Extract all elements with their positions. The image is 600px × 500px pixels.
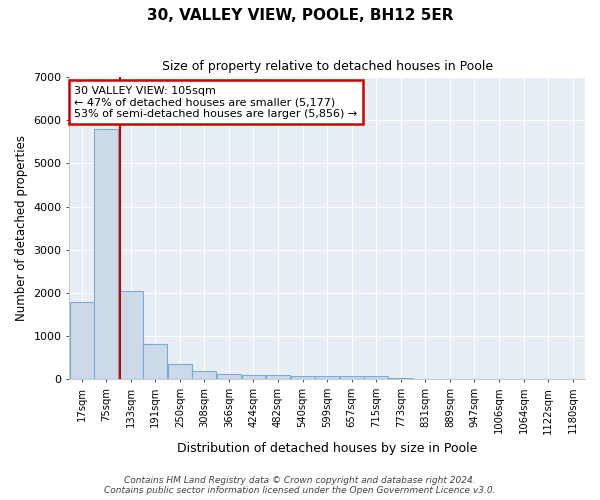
Bar xyxy=(70,302,94,380)
X-axis label: Distribution of detached houses by size in Poole: Distribution of detached houses by size … xyxy=(177,442,478,455)
Bar xyxy=(168,364,192,380)
Bar xyxy=(266,376,290,380)
Bar xyxy=(413,378,437,380)
Bar xyxy=(193,372,216,380)
Title: Size of property relative to detached houses in Poole: Size of property relative to detached ho… xyxy=(161,60,493,73)
Bar xyxy=(94,129,118,380)
Bar xyxy=(364,376,388,380)
Bar xyxy=(389,378,413,380)
Bar xyxy=(315,376,339,380)
Bar xyxy=(217,374,241,380)
Y-axis label: Number of detached properties: Number of detached properties xyxy=(15,135,28,321)
Bar xyxy=(290,376,314,380)
Bar xyxy=(143,344,167,380)
Bar xyxy=(119,290,143,380)
Text: 30 VALLEY VIEW: 105sqm
← 47% of detached houses are smaller (5,177)
53% of semi-: 30 VALLEY VIEW: 105sqm ← 47% of detached… xyxy=(74,86,358,119)
Text: 30, VALLEY VIEW, POOLE, BH12 5ER: 30, VALLEY VIEW, POOLE, BH12 5ER xyxy=(147,8,453,22)
Bar xyxy=(242,376,265,380)
Text: Contains HM Land Registry data © Crown copyright and database right 2024.
Contai: Contains HM Land Registry data © Crown c… xyxy=(104,476,496,495)
Bar xyxy=(340,376,364,380)
